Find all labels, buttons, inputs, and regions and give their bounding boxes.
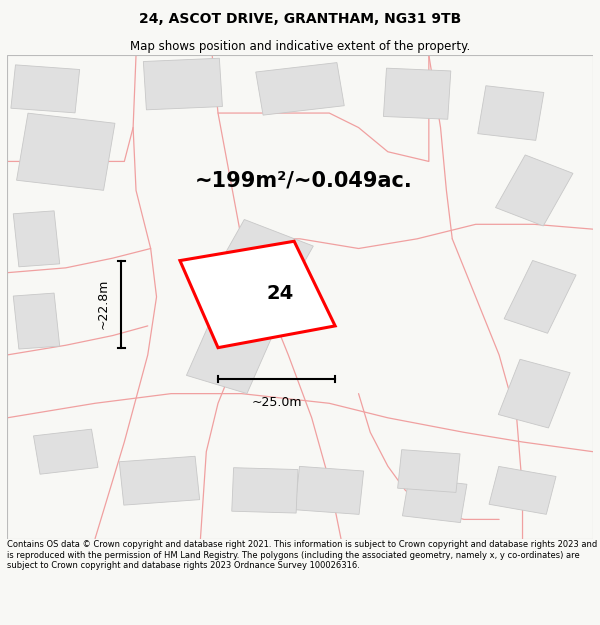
Polygon shape [499,359,570,428]
Polygon shape [143,58,223,110]
Text: ~25.0m: ~25.0m [251,396,302,409]
Polygon shape [504,261,576,333]
Polygon shape [13,211,60,267]
Polygon shape [205,219,313,316]
Polygon shape [478,86,544,141]
Polygon shape [119,456,200,505]
Polygon shape [496,155,573,226]
Polygon shape [187,316,273,394]
Polygon shape [11,65,80,113]
Text: Contains OS data © Crown copyright and database right 2021. This information is : Contains OS data © Crown copyright and d… [7,541,598,570]
Text: 24, ASCOT DRIVE, GRANTHAM, NG31 9TB: 24, ASCOT DRIVE, GRANTHAM, NG31 9TB [139,12,461,26]
Polygon shape [34,429,98,474]
Polygon shape [17,113,115,191]
Text: 24: 24 [266,284,294,303]
Text: ~22.8m: ~22.8m [97,279,110,329]
Polygon shape [256,62,344,115]
Polygon shape [232,468,298,513]
Polygon shape [13,293,60,349]
Polygon shape [383,68,451,119]
Polygon shape [180,241,335,348]
Polygon shape [295,466,364,514]
Text: Map shows position and indicative extent of the property.: Map shows position and indicative extent… [130,39,470,52]
Polygon shape [489,466,556,514]
Text: ~199m²/~0.049ac.: ~199m²/~0.049ac. [194,171,412,191]
Polygon shape [403,478,467,522]
Polygon shape [398,449,460,493]
